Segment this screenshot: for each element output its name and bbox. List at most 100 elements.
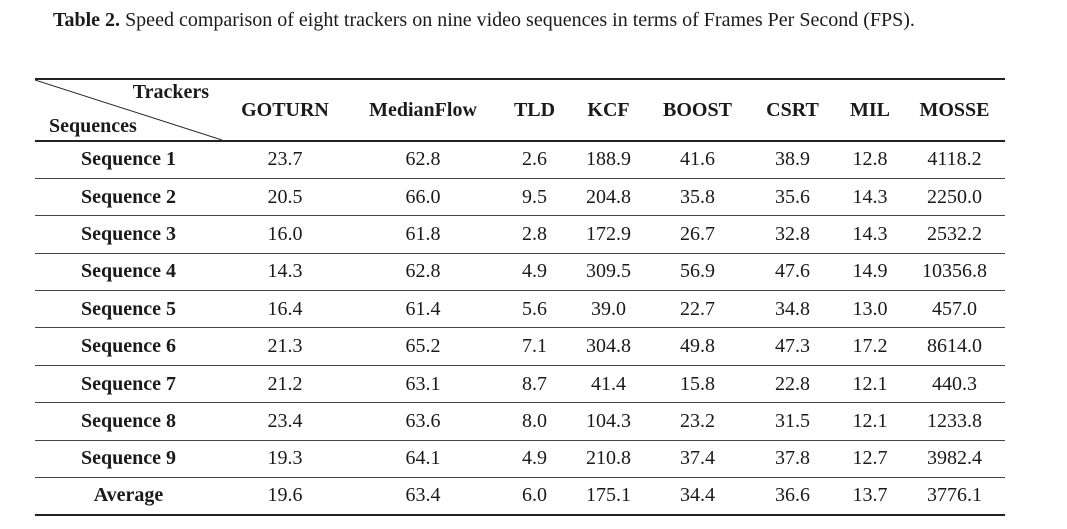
corner-label-trackers: Trackers [132,81,209,103]
table-cell: 12.1 [852,372,888,395]
table-cell: 62.8 [405,148,441,171]
column-header: KCF [587,98,630,121]
table-cell: 16.0 [267,222,303,245]
table-cell: 9.5 [522,185,547,208]
table-cell: 23.7 [267,148,303,171]
table-cell: 1233.8 [927,409,982,432]
header-row: Trackers Sequences GOTURN MedianFlow TLD… [35,79,1005,141]
table-cell: 13.0 [852,297,888,320]
table-cell: 210.8 [586,447,631,470]
table-cell: 37.8 [775,447,810,470]
table-row: Sequence 2 20.5 66.0 9.5 204.8 35.8 35.6 14.3 22… [35,178,1005,216]
table-cell: 36.6 [775,484,810,507]
table-cell: 35.6 [775,185,810,208]
table-cell: 3982.4 [927,447,982,470]
table-cell: 7.1 [522,335,547,358]
table-cell: 22.8 [775,372,810,395]
row-label: Sequence 6 [81,335,176,358]
table-cell: 21.2 [267,372,303,395]
table-body: Sequence 1 23.7 62.8 2.6 188.9 41.6 38.9 12.8 41… [35,141,1005,515]
table-cell: 204.8 [586,185,631,208]
table-cell: 14.3 [267,260,303,283]
row-label: Sequence 7 [81,372,176,395]
column-header: MOSSE [919,98,990,121]
table-cell: 63.6 [405,409,441,432]
table-cell: 2250.0 [927,185,982,208]
table-cell: 13.7 [852,484,888,507]
table-caption: Table 2. Speed comparison of eight track… [53,5,1013,35]
table-cell: 63.1 [405,372,441,395]
table-cell: 4.9 [522,447,547,470]
table-cell: 3776.1 [927,484,982,507]
column-header: GOTURN [241,98,329,121]
table-row: Average 19.6 63.4 6.0 175.1 34.4 36.6 13.7 3776.… [35,478,1005,515]
column-header: MedianFlow [369,98,477,121]
row-label: Sequence 5 [81,297,176,320]
table-cell: 20.5 [267,185,303,208]
caption-text: Speed comparison of eight trackers on ni… [120,9,915,31]
table-cell: 65.2 [405,335,441,358]
row-label: Average [93,484,164,507]
table-cell: 34.4 [680,484,715,507]
speed-comparison-table: Trackers Sequences GOTURN MedianFlow TLD… [35,78,1005,516]
table-cell: 14.3 [852,222,888,245]
row-label: Sequence 3 [81,222,176,245]
table-row: Sequence 1 23.7 62.8 2.6 188.9 41.6 38.9 12.8 41… [35,141,1005,179]
row-label: Sequence 2 [81,185,176,208]
table-row: Sequence 4 14.3 62.8 4.9 309.5 56.9 47.6 14.9 10… [35,253,1005,291]
table-cell: 62.8 [405,260,441,283]
table-cell: 56.9 [680,260,715,283]
table-cell: 12.7 [852,447,888,470]
table-cell: 49.8 [680,335,715,358]
table-cell: 17.2 [852,335,888,358]
table-cell: 8614.0 [927,335,982,358]
table-cell: 309.5 [586,260,631,283]
table-row: Sequence 9 19.3 64.1 4.9 210.8 37.4 37.8 12.7 39… [35,440,1005,478]
row-label: Sequence 8 [81,409,176,432]
table-cell: 6.0 [522,484,547,507]
column-header: BOOST [663,98,732,121]
column-header: TLD [513,98,556,121]
table-cell: 26.7 [680,222,715,245]
row-label: Sequence 9 [81,447,176,470]
table-cell: 16.4 [267,297,303,320]
table-cell: 2532.2 [927,222,982,245]
table-cell: 304.8 [586,335,631,358]
table-cell: 12.1 [852,409,888,432]
table-cell: 2.6 [522,148,547,171]
table-cell: 22.7 [680,297,715,320]
column-header: MIL [850,98,890,121]
table-cell: 47.3 [775,335,810,358]
column-header: CSRT [766,98,819,121]
table-cell: 19.6 [267,484,303,507]
table-cell: 41.4 [591,372,626,395]
caption-label: Table 2. [53,9,121,31]
table-cell: 31.5 [775,409,810,432]
corner-label-sequences: Sequences [49,115,137,137]
table-cell: 4118.2 [927,148,982,171]
table-cell: 34.8 [775,297,810,320]
row-label: Sequence 1 [81,148,176,171]
table-cell: 23.4 [267,409,303,432]
table-cell: 188.9 [586,148,631,171]
table-cell: 15.8 [680,372,715,395]
table-cell: 14.9 [852,260,888,283]
table-row: Sequence 7 21.2 63.1 8.7 41.4 15.8 22.8 12.1 440… [35,365,1005,403]
table-cell: 47.6 [775,260,810,283]
table-cell: 35.8 [680,185,715,208]
table-cell: 12.8 [852,148,888,171]
table-cell: 32.8 [775,222,810,245]
diagonal-divider [35,80,222,140]
table-cell: 5.6 [522,297,547,320]
table-cell: 104.3 [586,409,631,432]
table-cell: 37.4 [680,447,715,470]
table-cell: 19.3 [267,447,303,470]
table-cell: 172.9 [586,222,631,245]
table-cell: 61.8 [405,222,441,245]
table-cell: 41.6 [680,148,715,171]
table-cell: 39.0 [591,297,626,320]
table-cell: 8.7 [522,372,547,395]
table-cell: 66.0 [405,185,441,208]
table-cell: 457.0 [932,297,977,320]
table-cell: 21.3 [267,335,303,358]
